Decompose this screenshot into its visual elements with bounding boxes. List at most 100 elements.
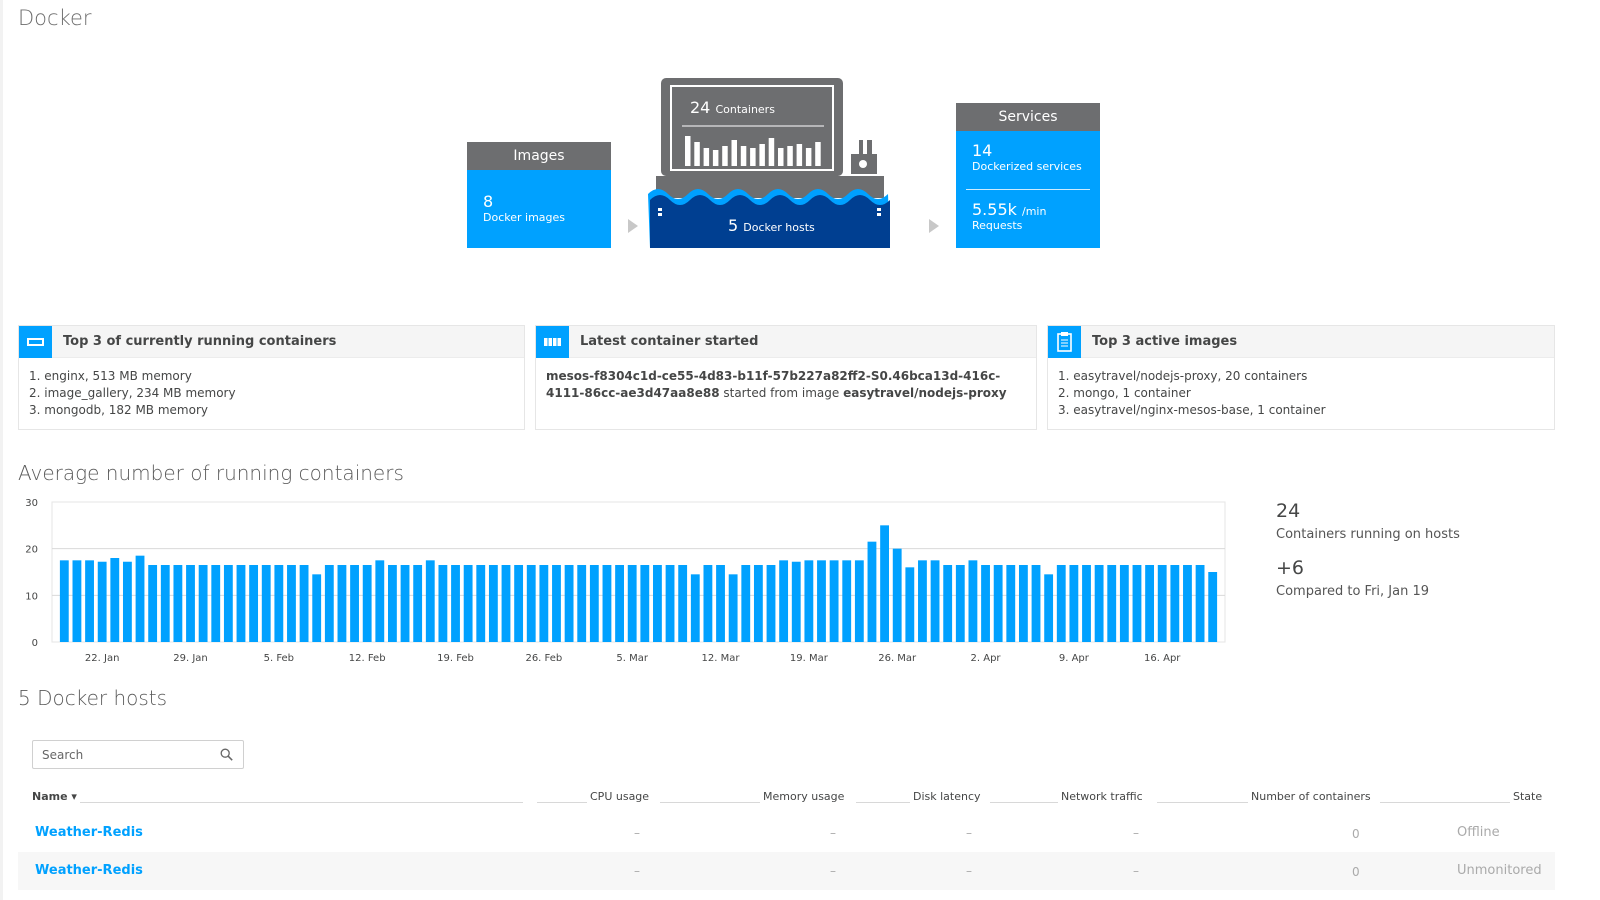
chart-bar[interactable] [160,565,170,642]
chart-bar[interactable] [249,565,259,642]
chart-bar[interactable] [589,565,599,642]
chart-bar[interactable] [526,565,536,642]
chart-bar[interactable] [1145,565,1155,642]
chart-bar[interactable] [918,560,927,642]
chart-bar[interactable] [1044,574,1054,642]
column-header-network[interactable]: Network traffic [1061,790,1143,803]
chart-bar[interactable] [653,565,662,642]
chart-bar[interactable] [753,565,763,642]
chart-bar[interactable] [463,565,473,642]
chart-bar[interactable] [930,560,940,642]
chart-bar[interactable] [577,565,587,642]
chart-bar[interactable] [1018,565,1028,642]
chart-bar[interactable] [627,565,637,642]
services-tile[interactable]: Services 14 Dockerized services 5.55k /m… [956,103,1100,248]
chart-bar[interactable] [223,565,233,642]
chart-bar[interactable] [817,560,826,642]
chart-bar[interactable] [690,574,700,642]
chart-bar[interactable] [1031,565,1041,642]
chart-bar[interactable] [476,565,486,642]
chart-bar[interactable] [779,560,789,642]
table-row[interactable]: Weather-Redis – – – – 0 Unmonitored [18,852,1555,890]
chart-bar[interactable] [829,560,839,642]
chart-bar[interactable] [678,565,688,642]
chart-bar[interactable] [1006,565,1016,642]
chart-bar[interactable] [552,565,561,642]
chart-bar[interactable] [97,561,107,642]
chart-bar[interactable] [173,565,183,642]
chart-bar[interactable] [1119,565,1129,642]
chart-bar[interactable] [148,565,158,642]
table-row[interactable]: Weather-Redis – – – – 0 Offline [18,814,1555,852]
chart-bar[interactable] [1208,572,1218,642]
chart-bar[interactable] [1056,565,1066,642]
chart-bar[interactable] [665,565,675,642]
chart-bar[interactable] [1082,565,1091,642]
chart-bar[interactable] [804,560,814,642]
chart-bar[interactable] [854,560,864,642]
chart-bar[interactable] [539,565,549,642]
chart-bar[interactable] [198,565,208,642]
chart-bar[interactable] [842,560,852,642]
chart-bar[interactable] [211,565,221,642]
docker-ship-illustration[interactable] [648,76,893,252]
search-icon[interactable] [220,748,233,761]
chart-bar[interactable] [716,565,725,642]
chart-bar[interactable] [72,560,82,642]
chart-bar[interactable] [110,558,120,642]
chart-bar[interactable] [1195,565,1205,642]
chart-bar[interactable] [425,560,435,642]
chart-bar[interactable] [993,565,1003,642]
chart-bar[interactable] [274,565,284,642]
images-tile[interactable]: Images 8 Docker images [467,142,611,248]
chart-bar[interactable] [615,565,624,642]
chart-bar[interactable] [186,565,195,642]
chart-bar[interactable] [261,565,271,642]
chart-bar[interactable] [451,565,460,642]
chart-bar[interactable] [59,560,69,642]
chart-bar[interactable] [514,565,524,642]
chart-bar[interactable] [640,565,650,642]
chart-bar[interactable] [602,565,612,642]
chart-bar[interactable] [1183,565,1192,642]
chart-bar[interactable] [350,565,359,642]
chart-bar[interactable] [1157,565,1167,642]
column-header-disk[interactable]: Disk latency [913,790,981,803]
host-name-link[interactable]: Weather-Redis [35,863,143,878]
chart-bar[interactable] [1094,565,1104,642]
chart-bar[interactable] [287,565,296,642]
chart-bar[interactable] [501,565,511,642]
running-containers-chart[interactable]: 0 10 20 30 22. Jan 29. Jan 5. Feb 12. Feb 19. F… [18,492,1230,667]
chart-bar[interactable] [1170,565,1180,642]
chart-bar[interactable] [488,565,498,642]
chart-bar[interactable] [135,555,145,642]
chart-bar[interactable] [905,567,915,642]
chart-bar[interactable] [1069,565,1079,642]
chart-bar[interactable] [400,565,410,642]
chart-bar[interactable] [299,565,309,642]
chart-bar[interactable] [981,565,990,642]
chart-bar[interactable] [766,565,776,642]
chart-bar[interactable] [880,525,889,642]
chart-bar[interactable] [703,565,713,642]
chart-bar[interactable] [324,565,334,642]
chart-bar[interactable] [362,565,372,642]
chart-bar[interactable] [122,561,132,642]
column-header-state[interactable]: State [1513,790,1543,803]
chart-bar[interactable] [728,574,738,642]
chart-bar[interactable] [741,565,751,642]
chart-bar[interactable] [892,548,902,642]
search-input[interactable] [33,741,203,768]
chart-bar[interactable] [337,565,347,642]
chart-bar[interactable] [413,565,423,642]
chart-bar[interactable] [1107,565,1117,642]
column-header-cpu[interactable]: CPU usage [590,790,650,803]
chart-bar[interactable] [312,574,322,642]
host-name-link[interactable]: Weather-Redis [35,825,143,840]
chart-bar[interactable] [955,565,965,642]
chart-bar[interactable] [375,560,385,642]
column-header-containers[interactable]: Number of containers [1251,790,1371,803]
chart-bar[interactable] [236,565,246,642]
chart-bar[interactable] [438,565,448,642]
column-header-memory[interactable]: Memory usage [763,790,845,803]
